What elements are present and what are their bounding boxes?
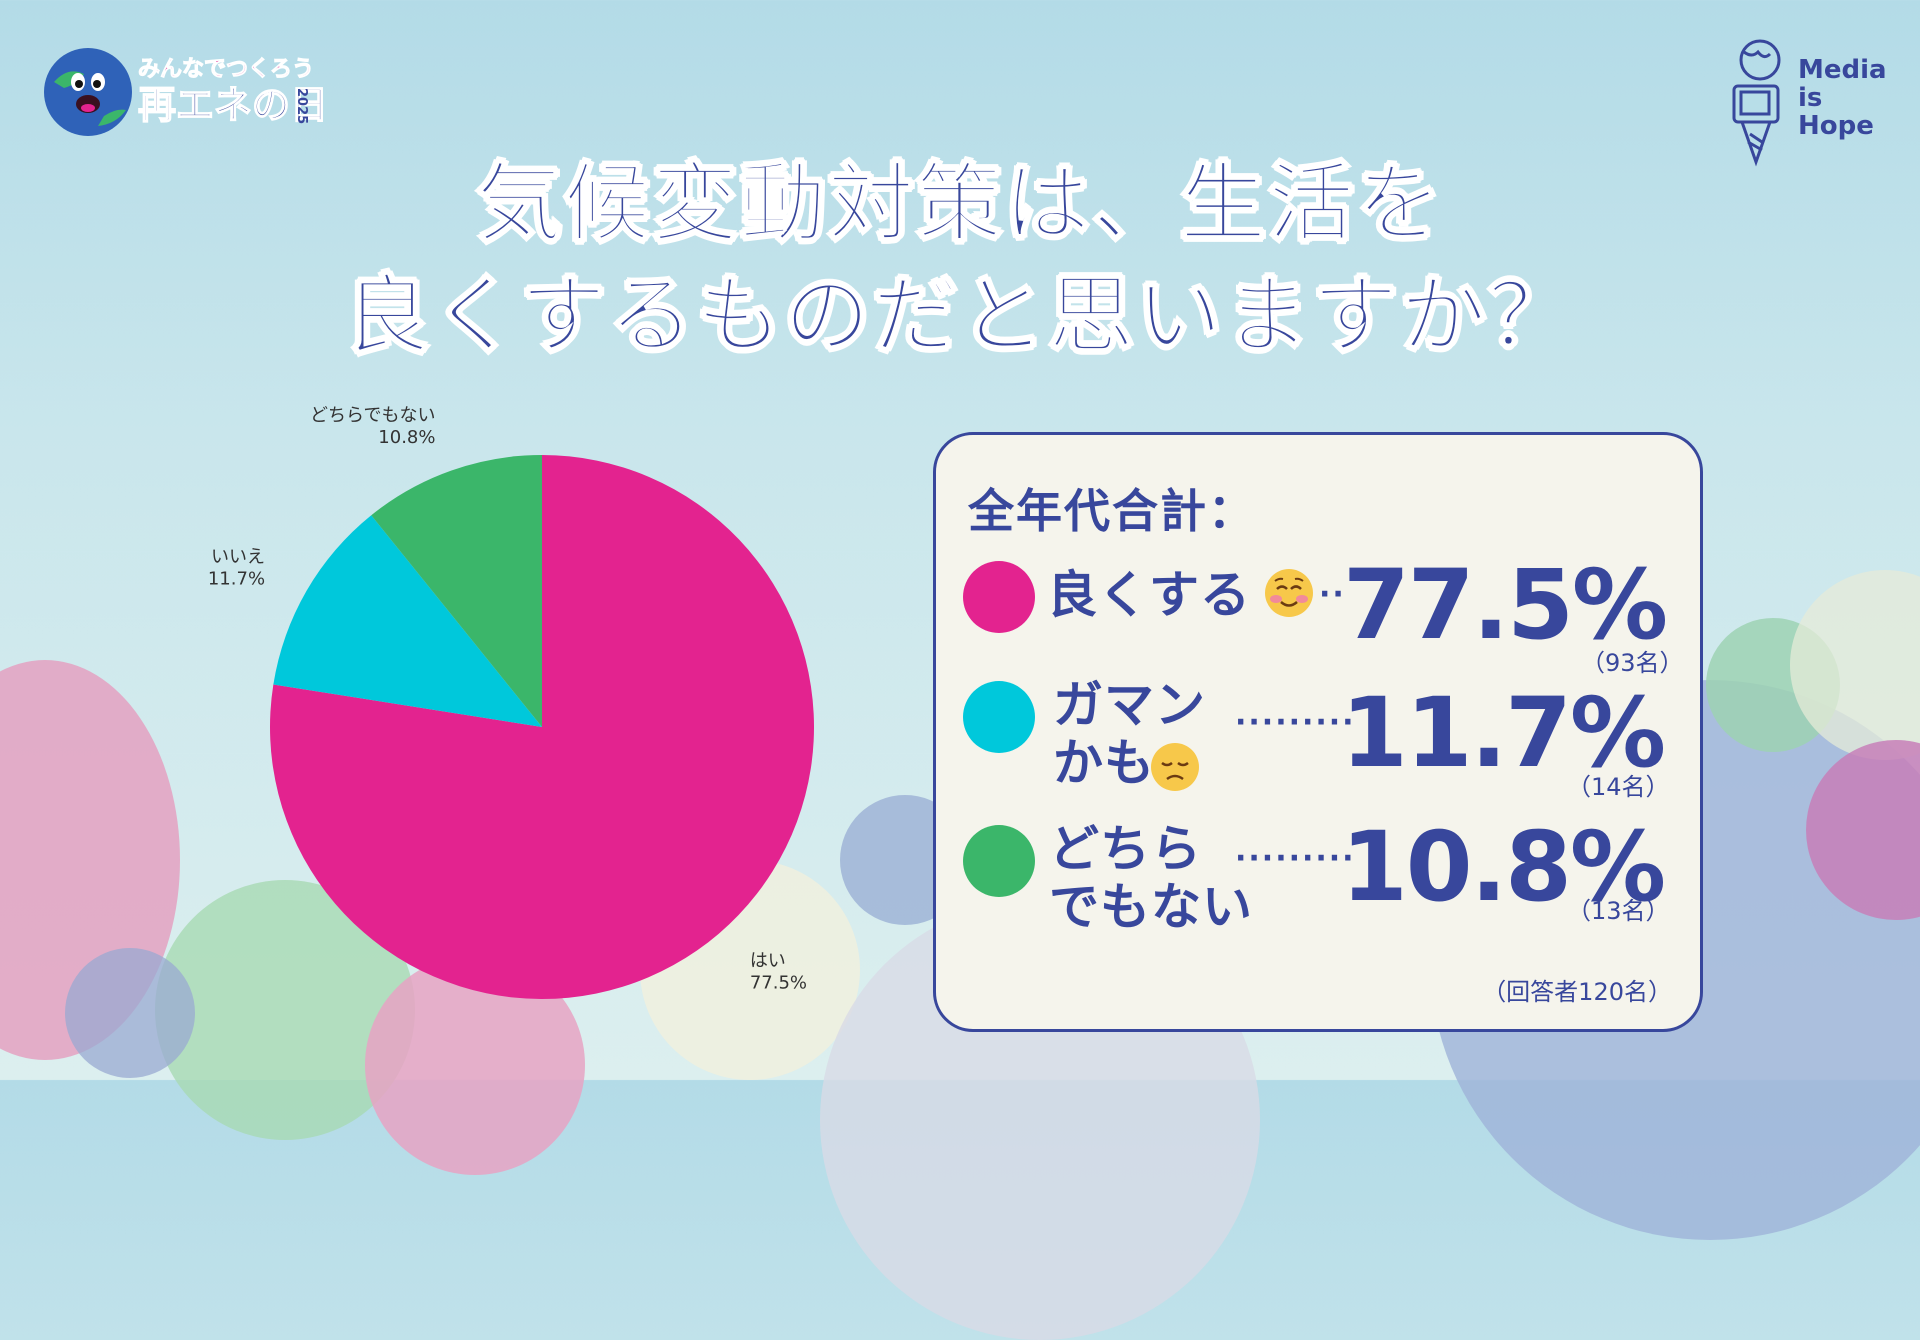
summary-row-endure: ガマン かも ········· 11.7% （14名） bbox=[963, 675, 1693, 801]
brand-line3: Hope bbox=[1798, 111, 1874, 141]
row-leader-dots: ·· bbox=[1319, 577, 1346, 612]
summary-panel: 全年代合計： 良くする ·· 77.5% （93名） ガマン かも ······… bbox=[933, 432, 1703, 1032]
pie-label-1: いいえ bbox=[211, 547, 265, 568]
page-title: 気候変動対策は、生活を 良くするものだと思いますか？ bbox=[0, 148, 1920, 372]
bg-bubble bbox=[65, 948, 195, 1078]
pie-value-label-2: 10.8% bbox=[378, 427, 435, 448]
row-leader-dots: ········· bbox=[1235, 841, 1356, 876]
row-label-line2: かも bbox=[1053, 734, 1155, 792]
row-percent: 10.8% bbox=[1341, 811, 1666, 923]
logo-year: 2025 bbox=[294, 88, 309, 124]
pie-label-0: はい bbox=[750, 950, 786, 971]
pie-slice-2 bbox=[371, 455, 542, 727]
earth-mascot-icon bbox=[44, 48, 132, 136]
row-label-line2: でもない bbox=[1049, 878, 1253, 936]
pie-slice-1 bbox=[273, 515, 542, 727]
summary-row-good: 良くする ·· 77.5% （93名） bbox=[963, 549, 1693, 677]
row-label-line1: ガマン bbox=[1053, 676, 1206, 734]
title-line-2: 良くするものだと思いますか？ bbox=[343, 265, 1576, 367]
logo-text-line2: 再エネの日 bbox=[138, 83, 328, 127]
smiling-blush-emoji-icon bbox=[1265, 569, 1313, 617]
row-count: （93名） bbox=[1581, 649, 1684, 677]
media-is-hope-logo: Media is Hope bbox=[1732, 39, 1887, 167]
legend-dot-green bbox=[963, 825, 1035, 897]
row-label-line1: 良くする bbox=[1047, 566, 1251, 624]
logo-text-line1: みんなでつくろう bbox=[138, 57, 314, 82]
row-count: （13名） bbox=[1567, 897, 1670, 925]
title-line-1: 気候変動対策は、生活を bbox=[475, 153, 1444, 255]
row-percent: 77.5% bbox=[1343, 549, 1668, 661]
summary-title: 全年代合計： bbox=[968, 484, 1256, 538]
event-logo: みんなでつくろう 再エネの日 2025 bbox=[44, 48, 329, 136]
row-count: （14名） bbox=[1567, 773, 1670, 801]
brand-line1: Media bbox=[1798, 55, 1887, 85]
legend-dot-cyan bbox=[963, 681, 1035, 753]
brand-line2: is bbox=[1798, 83, 1822, 113]
pie-label-2: どちらでもない bbox=[310, 405, 435, 426]
globe-tv-icon bbox=[1732, 39, 1781, 167]
pie-value-label-1: 11.7% bbox=[208, 569, 265, 590]
summary-row-neither: どちら でもない ········· 10.8% （13名） bbox=[963, 811, 1693, 936]
row-label-line1: どちら bbox=[1049, 820, 1202, 878]
respondent-count: （回答者120名） bbox=[1482, 978, 1672, 1006]
row-leader-dots: ········· bbox=[1235, 705, 1356, 740]
disappointed-emoji-icon bbox=[1151, 743, 1199, 791]
row-percent: 11.7% bbox=[1341, 677, 1666, 789]
pie-slice-0 bbox=[270, 455, 815, 999]
pie-value-label-0: 77.5% bbox=[750, 972, 807, 993]
legend-dot-pink bbox=[963, 561, 1035, 633]
